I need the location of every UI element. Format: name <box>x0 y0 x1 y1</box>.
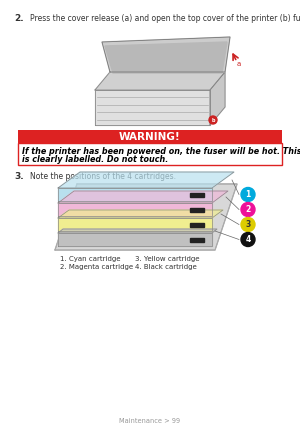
Text: 4. Black cartridge: 4. Black cartridge <box>135 264 197 270</box>
Text: b: b <box>211 117 215 122</box>
Polygon shape <box>95 72 225 90</box>
Polygon shape <box>190 223 204 227</box>
Polygon shape <box>190 207 204 212</box>
Polygon shape <box>105 42 227 73</box>
Polygon shape <box>210 72 225 125</box>
Text: 2: 2 <box>245 205 250 214</box>
FancyBboxPatch shape <box>18 143 282 165</box>
Polygon shape <box>95 90 210 125</box>
Polygon shape <box>58 191 228 203</box>
Text: Press the cover release (a) and open the top cover of the printer (b) fully.: Press the cover release (a) and open the… <box>30 14 300 23</box>
Polygon shape <box>58 229 217 233</box>
Polygon shape <box>55 184 237 250</box>
Circle shape <box>241 232 255 246</box>
Circle shape <box>241 187 255 201</box>
Text: If the printer has been powered on, the fuser will be hot. This area: If the printer has been powered on, the … <box>22 147 300 156</box>
Polygon shape <box>58 218 212 231</box>
Text: 3. Yellow cartridge: 3. Yellow cartridge <box>135 256 200 262</box>
Text: is clearly labelled. Do not touch.: is clearly labelled. Do not touch. <box>22 155 168 164</box>
Text: 3: 3 <box>245 220 250 229</box>
FancyBboxPatch shape <box>18 130 282 143</box>
Polygon shape <box>58 210 223 218</box>
Text: 1. Cyan cartridge: 1. Cyan cartridge <box>60 256 121 262</box>
Polygon shape <box>58 233 212 246</box>
Text: Maintenance > 99: Maintenance > 99 <box>119 418 181 424</box>
Polygon shape <box>190 193 204 196</box>
Text: 1: 1 <box>245 190 250 199</box>
Polygon shape <box>190 238 204 241</box>
Circle shape <box>241 202 255 216</box>
Text: 2.: 2. <box>14 14 24 23</box>
Text: 3.: 3. <box>14 172 24 181</box>
Text: 2. Magenta cartridge: 2. Magenta cartridge <box>60 264 133 270</box>
Polygon shape <box>58 203 212 216</box>
Polygon shape <box>102 37 230 72</box>
Circle shape <box>209 116 217 124</box>
Text: 4: 4 <box>245 235 250 244</box>
Text: a: a <box>237 61 241 67</box>
Polygon shape <box>55 184 237 250</box>
Circle shape <box>241 218 255 232</box>
Polygon shape <box>58 172 234 188</box>
Text: WARNING!: WARNING! <box>119 131 181 142</box>
Polygon shape <box>58 188 212 201</box>
Text: Note the positions of the 4 cartridges.: Note the positions of the 4 cartridges. <box>30 172 176 181</box>
